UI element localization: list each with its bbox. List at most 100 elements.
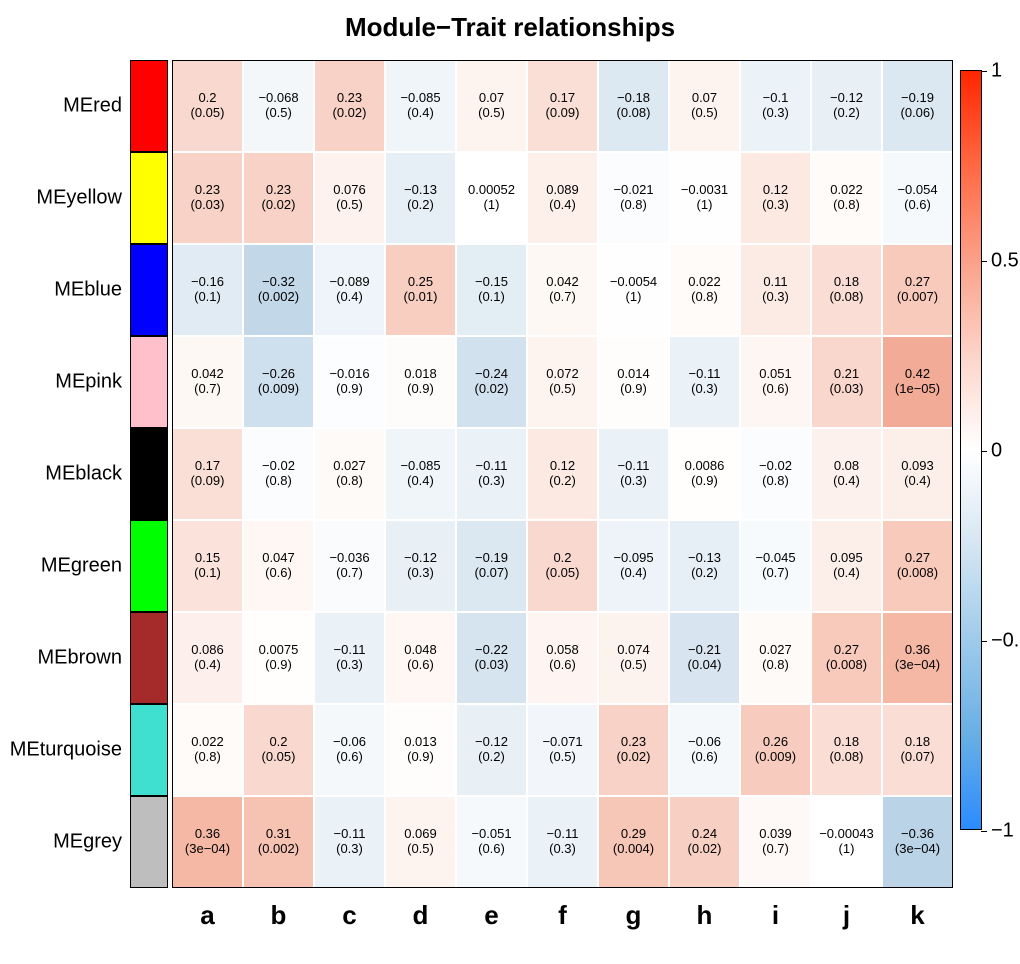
heatmap-cell: 0.022(0.8) [669,244,740,336]
row-label: MEblack [45,463,122,486]
colorbar-label: −0.5 [991,630,1020,653]
heatmap-cell: −0.22(0.03) [456,612,527,704]
heatmap-cell: −0.26(0.009) [243,336,314,428]
heatmap-cell: −0.089(0.4) [314,244,385,336]
heatmap-cell: −0.18(0.08) [598,60,669,152]
module-swatch [130,704,168,796]
col-label: e [484,900,498,931]
heatmap-cell: −0.24(0.02) [456,336,527,428]
heatmap-cell: −0.11(0.3) [314,612,385,704]
row-label: MEred [63,95,122,118]
heatmap-cell: −0.016(0.9) [314,336,385,428]
heatmap-cell: −0.11(0.3) [527,796,598,888]
heatmap-cell: −0.19(0.06) [882,60,953,152]
module-swatch [130,60,168,152]
heatmap-cell: 0.069(0.5) [385,796,456,888]
colorbar-label: −1 [991,820,1014,843]
heatmap-cell: 0.11(0.3) [740,244,811,336]
heatmap-cell: 0.093(0.4) [882,428,953,520]
heatmap-cell: 0.076(0.5) [314,152,385,244]
heatmap-cell: 0.042(0.7) [527,244,598,336]
col-label: j [843,900,850,931]
heatmap-cell: −0.32(0.002) [243,244,314,336]
heatmap-cell: 0.17(0.09) [172,428,243,520]
row-label: MEblue [54,279,122,302]
col-label: i [772,900,779,931]
heatmap-cell: −0.054(0.6) [882,152,953,244]
heatmap-cell: −0.071(0.5) [527,704,598,796]
heatmap-cell: 0.0086(0.9) [669,428,740,520]
heatmap-cell: 0.31(0.002) [243,796,314,888]
colorbar-tick [981,641,987,642]
heatmap-cell: 0.027(0.8) [314,428,385,520]
col-label: k [910,900,924,931]
module-swatch [130,612,168,704]
col-label: b [271,900,287,931]
module-swatch [130,796,168,888]
col-label: c [342,900,356,931]
module-swatch [130,428,168,520]
colorbar-tick [981,71,987,72]
module-swatch [130,152,168,244]
heatmap-cell: 0.07(0.5) [669,60,740,152]
heatmap-cell: 0.089(0.4) [527,152,598,244]
heatmap-cell: 0.27(0.008) [882,520,953,612]
colorbar-label: 1 [991,60,1002,83]
heatmap-cell: 0.014(0.9) [598,336,669,428]
heatmap-cell: 0.058(0.6) [527,612,598,704]
heatmap-cell: 0.29(0.004) [598,796,669,888]
heatmap-cell: 0.23(0.02) [243,152,314,244]
heatmap-cell: 0.047(0.6) [243,520,314,612]
heatmap-cell: 0.12(0.3) [740,152,811,244]
row-label: MEgreen [41,555,122,578]
col-label: g [626,900,642,931]
heatmap-cell: 0.018(0.9) [385,336,456,428]
heatmap-cell: −0.02(0.8) [740,428,811,520]
heatmap-cell: 0.24(0.02) [669,796,740,888]
heatmap-cell: 0.12(0.2) [527,428,598,520]
heatmap-cell: −0.02(0.8) [243,428,314,520]
col-label: a [200,900,214,931]
heatmap-cell: 0.23(0.03) [172,152,243,244]
heatmap-cell: −0.068(0.5) [243,60,314,152]
colorbar-label: 0.5 [991,250,1019,273]
heatmap-cell: 0.2(0.05) [243,704,314,796]
row-label: MEbrown [38,647,122,670]
heatmap-cell: 0.048(0.6) [385,612,456,704]
heatmap-cell: −0.16(0.1) [172,244,243,336]
heatmap-cell: 0.15(0.1) [172,520,243,612]
heatmap-cell: 0.022(0.8) [172,704,243,796]
heatmap-cell: 0.086(0.4) [172,612,243,704]
heatmap-cell: 0.17(0.09) [527,60,598,152]
row-label: MEpink [55,371,122,394]
heatmap-cell: −0.11(0.3) [598,428,669,520]
heatmap-cell: 0.095(0.4) [811,520,882,612]
heatmap-cell: −0.085(0.4) [385,428,456,520]
heatmap-cell: 0.013(0.9) [385,704,456,796]
heatmap-cell: −0.36(3e−04) [882,796,953,888]
heatmap-cell: 0.23(0.02) [314,60,385,152]
heatmap-cell: 0.36(3e−04) [882,612,953,704]
col-label: h [697,900,713,931]
colorbar-tick [981,831,987,832]
heatmap-cell: 0.027(0.8) [740,612,811,704]
colorbar-tick [981,451,987,452]
heatmap-cell: 0.26(0.009) [740,704,811,796]
heatmap-cell: 0.42(1e−05) [882,336,953,428]
heatmap-cell: 0.0075(0.9) [243,612,314,704]
heatmap-cell: −0.06(0.6) [669,704,740,796]
heatmap-cell: −0.11(0.3) [314,796,385,888]
heatmap-cell: 0.00052(1) [456,152,527,244]
colorbar-tick [981,261,987,262]
col-label: d [413,900,429,931]
heatmap-cell: 0.21(0.03) [811,336,882,428]
heatmap-cell: 0.36(3e−04) [172,796,243,888]
heatmap-cell: 0.18(0.08) [811,704,882,796]
module-swatch [130,336,168,428]
heatmap-cell: 0.18(0.08) [811,244,882,336]
module-swatch [130,244,168,336]
heatmap-cell: 0.08(0.4) [811,428,882,520]
colorbar: 10.50−0.5−1 [960,70,982,830]
heatmap-cell: −0.085(0.4) [385,60,456,152]
heatmap-cell: −0.0031(1) [669,152,740,244]
